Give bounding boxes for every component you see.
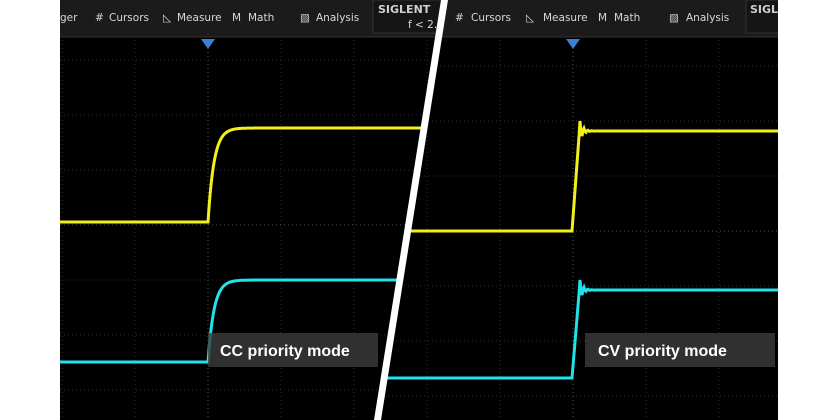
trigger-position-icon[interactable] bbox=[201, 39, 215, 49]
toolbar bbox=[381, 0, 778, 37]
trigger-position-icon[interactable] bbox=[566, 39, 580, 49]
toolbar-measure[interactable]: Measure bbox=[543, 12, 588, 24]
math-icon: M bbox=[598, 12, 607, 24]
toolbar-analysis[interactable]: Analysis bbox=[316, 12, 359, 24]
brand-logo: SIGLENT bbox=[378, 3, 431, 16]
mode-label-bg bbox=[585, 333, 775, 367]
channel2-trace bbox=[381, 279, 778, 380]
left-scope: ger # Cursors ◺ Measure M Math ▧ Analysi… bbox=[60, 0, 444, 420]
mode-label: CC priority mode bbox=[220, 343, 350, 360]
cursors-icon: # bbox=[455, 12, 464, 24]
toolbar-analysis[interactable]: Analysis bbox=[686, 12, 729, 24]
cursors-icon: # bbox=[95, 12, 104, 24]
measure-icon: ◺ bbox=[526, 12, 535, 24]
channel1-trace bbox=[381, 120, 778, 233]
toolbar-item-trigger[interactable]: ger bbox=[60, 12, 78, 24]
right-scope: # Cursors ◺ Measure M Math ▧ Analysis SI… bbox=[381, 0, 778, 420]
toolbar-measure[interactable]: Measure bbox=[177, 12, 222, 24]
channel1-trace bbox=[60, 126, 441, 224]
toolbar-cursors[interactable]: Cursors bbox=[471, 12, 511, 24]
mode-label-bg bbox=[208, 333, 378, 367]
divider bbox=[374, 0, 448, 420]
toolbar-math[interactable]: Math bbox=[248, 12, 274, 24]
mode-label: CV priority mode bbox=[598, 343, 727, 360]
analysis-icon: ▧ bbox=[300, 12, 310, 24]
brand-logo: SIGL bbox=[750, 3, 778, 16]
analysis-icon: ▧ bbox=[669, 12, 679, 24]
toolbar-math[interactable]: Math bbox=[614, 12, 640, 24]
filter-label: f < 2.0 bbox=[408, 19, 444, 31]
measure-icon: ◺ bbox=[163, 12, 172, 24]
math-icon: M bbox=[232, 12, 241, 24]
toolbar-cursors[interactable]: Cursors bbox=[109, 12, 149, 24]
